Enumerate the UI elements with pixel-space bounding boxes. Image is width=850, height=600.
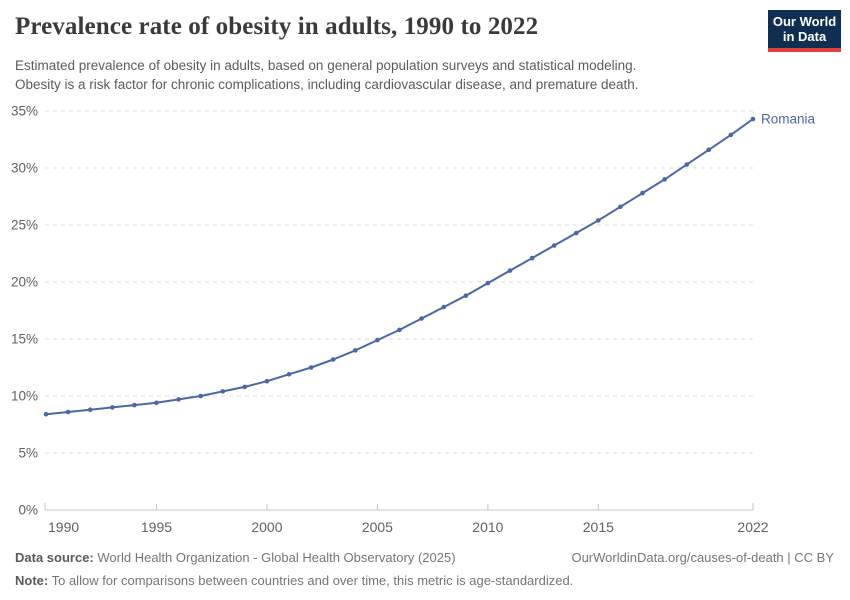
data-point[interactable]	[286, 372, 292, 377]
data-point[interactable]	[507, 268, 513, 273]
data-point[interactable]	[264, 378, 270, 384]
owid-logo[interactable]: Our World in Data	[768, 10, 841, 52]
data-point[interactable]	[596, 218, 601, 223]
data-point[interactable]	[176, 397, 181, 402]
y-tick-label: 0%	[18, 503, 38, 518]
credit-link[interactable]: OurWorldinData.org/causes-of-death | CC …	[571, 550, 834, 565]
data-point[interactable]	[463, 293, 469, 299]
data-point[interactable]	[419, 316, 424, 321]
data-point[interactable]	[529, 255, 535, 261]
chart-subtitle: Estimated prevalence of obesity in adult…	[15, 56, 745, 94]
data-point[interactable]	[684, 162, 689, 167]
data-point[interactable]	[662, 177, 667, 182]
data-point[interactable]	[220, 389, 226, 394]
data-point[interactable]	[242, 384, 248, 390]
x-tick-label: 2010	[472, 519, 503, 535]
y-tick-label: 30%	[11, 161, 38, 176]
data-point[interactable]	[618, 204, 623, 210]
chart-subtitle-line1: Estimated prevalence of obesity in adult…	[15, 58, 637, 73]
x-tick-label: 1995	[141, 519, 172, 535]
data-point[interactable]	[728, 132, 734, 138]
data-point[interactable]	[640, 190, 645, 196]
data-point[interactable]	[551, 243, 557, 248]
data-point[interactable]	[397, 327, 402, 333]
data-point[interactable]	[43, 411, 49, 417]
x-tick-label: 2015	[583, 519, 614, 535]
y-tick-label: 25%	[11, 218, 38, 233]
note-text: To allow for comparisons between countri…	[51, 573, 574, 588]
data-point[interactable]	[198, 393, 203, 399]
data-point[interactable]	[706, 147, 712, 153]
x-tick-label: 2022	[737, 519, 768, 535]
page-title: Prevalence rate of obesity in adults, 19…	[15, 13, 539, 40]
data-point[interactable]	[330, 357, 336, 362]
owid-logo-line2: in Data	[782, 29, 827, 44]
data-source-line: Data source: World Health Organization -…	[15, 546, 456, 569]
y-tick-label: 35%	[11, 104, 38, 119]
data-source-label: Data source:	[15, 550, 94, 565]
data-point[interactable]	[87, 407, 93, 413]
chart-footer: Data source: World Health Organization -…	[15, 546, 834, 592]
y-tick-label: 20%	[11, 275, 38, 290]
data-point[interactable]	[110, 405, 115, 410]
data-point[interactable]	[375, 337, 380, 343]
data-source-text: World Health Organization - Global Healt…	[97, 550, 456, 565]
x-tick-label: 1990	[48, 519, 79, 535]
series-label-romania[interactable]: Romania	[761, 111, 816, 126]
data-point[interactable]	[353, 348, 358, 353]
data-point[interactable]	[65, 409, 71, 415]
y-tick-label: 15%	[11, 332, 38, 347]
owid-logo-line1: Our World	[772, 14, 837, 29]
data-point[interactable]	[750, 116, 756, 122]
data-point[interactable]	[132, 402, 137, 408]
data-point[interactable]	[441, 304, 447, 310]
data-point[interactable]	[485, 280, 491, 286]
series-line-romania[interactable]	[45, 118, 754, 416]
y-tick-label: 5%	[18, 446, 38, 461]
y-tick-label: 10%	[11, 389, 38, 404]
chart-subtitle-line2: Obesity is a risk factor for chronic com…	[15, 77, 639, 92]
note-label: Note:	[15, 573, 49, 588]
x-tick-label: 2005	[362, 519, 393, 535]
x-tick-label: 2000	[251, 519, 282, 535]
data-point[interactable]	[154, 400, 159, 406]
data-point[interactable]	[574, 230, 579, 236]
data-point[interactable]	[308, 365, 314, 370]
